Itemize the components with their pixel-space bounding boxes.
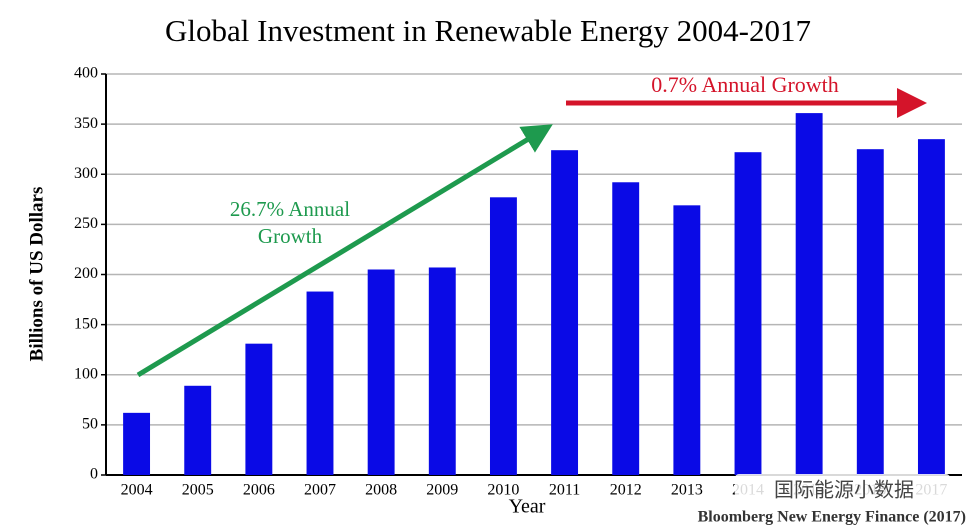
- x-tick-label: 2012: [610, 482, 642, 499]
- y-tick-label: 100: [74, 365, 98, 382]
- annotation: Growth: [258, 224, 323, 248]
- bar: [673, 205, 701, 475]
- bar: [367, 269, 395, 475]
- annotation: 0.7% Annual Growth: [651, 72, 839, 97]
- bar: [795, 113, 823, 475]
- x-tick-label: 2009: [426, 482, 458, 499]
- y-tick-label: 250: [74, 215, 98, 232]
- bar: [856, 149, 884, 475]
- bar: [489, 197, 517, 475]
- bar: [184, 385, 212, 475]
- growth-arrow: [136, 124, 553, 378]
- y-tick-label: 0: [90, 466, 98, 483]
- bar: [612, 182, 640, 475]
- chart-title: Global Investment in Renewable Energy 20…: [165, 13, 811, 48]
- annotation: 26.7% Annual: [230, 197, 350, 221]
- x-tick-label: 2011: [549, 482, 580, 499]
- bar: [917, 139, 945, 475]
- x-tick-label: 2010: [487, 482, 519, 499]
- y-tick-label: 400: [74, 65, 98, 82]
- x-tick-label: 2004: [121, 482, 153, 499]
- watermark-bg: [735, 474, 950, 508]
- bar: [428, 267, 456, 475]
- y-tick-label: 50: [82, 416, 98, 433]
- y-tick-label: 150: [74, 315, 98, 332]
- y-tick-label: 200: [74, 265, 98, 282]
- y-axis-label: Billions of US Dollars: [26, 187, 47, 362]
- y-tick-label: 300: [74, 165, 98, 182]
- source: Bloomberg New Energy Finance (2017): [698, 509, 966, 526]
- bar: [734, 152, 762, 475]
- x-tick-label: 2007: [304, 482, 336, 499]
- bar: [123, 412, 151, 475]
- x-tick-label: 2006: [243, 482, 275, 499]
- x-tick-label: 2013: [671, 482, 703, 499]
- y-tick-label: 350: [74, 115, 98, 132]
- bar: [306, 291, 334, 475]
- x-tick-label: 2008: [365, 482, 397, 499]
- bar: [245, 343, 273, 475]
- x-axis-label: Year: [509, 496, 546, 518]
- bar: [551, 150, 579, 475]
- x-tick-label: 2005: [182, 482, 214, 499]
- plot: 0 50 100 150 200 250 300 350 400 2004 2005 2006 2007…: [74, 65, 962, 499]
- watermark: 国际能源小数据: [774, 478, 914, 502]
